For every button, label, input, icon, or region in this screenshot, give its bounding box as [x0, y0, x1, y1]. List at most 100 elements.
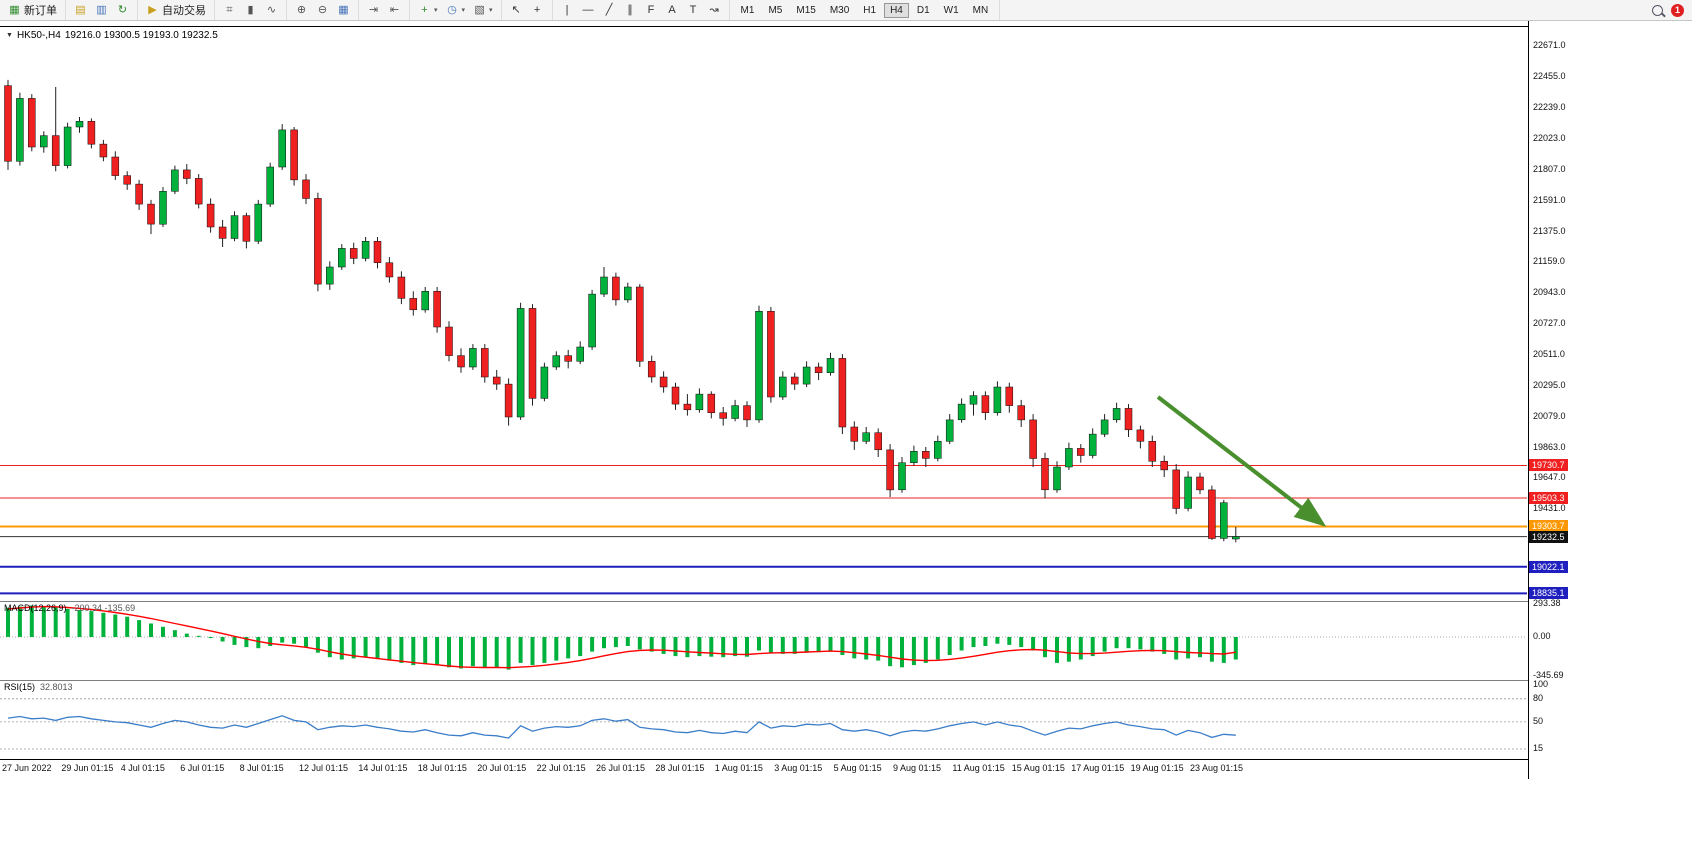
notification-badge[interactable]: 1 [1671, 3, 1684, 17]
line-chart-button[interactable]: ∿ [262, 2, 281, 19]
rsi-axis-tick: 100 [1533, 679, 1549, 689]
search-icon[interactable] [1652, 4, 1663, 16]
arrows-button[interactable]: ↝ [705, 2, 724, 19]
candle [719, 412, 727, 419]
vertical-line-button[interactable]: | [558, 2, 577, 19]
candle [361, 241, 370, 259]
auto-scroll-button[interactable]: ⇥ [364, 2, 383, 19]
date-axis[interactable]: 27 Jun 2022 29 Jun 01:15 4 Jul 01:15 6 Jul … [0, 759, 1528, 779]
macd-values: -200.34 -135.69 [71, 603, 136, 613]
candle [1065, 448, 1073, 468]
timeframe-h4-button[interactable]: H4 [884, 2, 909, 18]
candle [790, 376, 799, 385]
tile-windows-button[interactable]: ▦ [334, 2, 353, 19]
zoom-in-icon: ⊕ [296, 3, 307, 16]
timeframe-m15-button[interactable]: M15 [796, 4, 816, 16]
templates-button[interactable]: ▧ ▾ [470, 2, 496, 19]
channel-button[interactable]: ∥ [621, 2, 640, 19]
timeframe-m1-button[interactable]: M1 [740, 4, 755, 16]
candle [671, 386, 680, 405]
market-watch-icon[interactable]: ▤ [71, 2, 90, 19]
candle [934, 441, 942, 459]
label-button[interactable]: T [684, 2, 703, 19]
autotrading-button[interactable]: ▶ 自动交易 [143, 0, 209, 20]
trendline-button[interactable]: ╱ [600, 2, 619, 19]
candle [779, 376, 787, 398]
bar-chart-button[interactable]: ⌗ [220, 2, 239, 19]
candlestick-plot[interactable] [0, 27, 1527, 600]
fibonacci-button[interactable]: F [642, 2, 661, 19]
main-chart[interactable]: ▼ HK50-,H4 19216.0 19300.5 19193.0 19232… [0, 26, 1528, 601]
line-chart-icon: ∿ [266, 3, 277, 16]
candle [1017, 405, 1025, 421]
strategy-tester-icon[interactable]: ↻ [113, 2, 132, 19]
horizontal-line-button[interactable]: — [579, 2, 598, 19]
candle [647, 361, 656, 378]
chart-dropdown-icon[interactable]: ▼ [6, 32, 13, 39]
candle [492, 376, 501, 385]
periods-button[interactable]: ◷ ▾ [443, 2, 469, 19]
new-order-button[interactable]: ▦ 新订单 [5, 0, 60, 20]
candle [123, 175, 131, 185]
rsi-panel[interactable]: RSI(15) 32.8013 [0, 680, 1528, 759]
candle [194, 178, 203, 205]
timeframe-mn-button[interactable]: MN [972, 4, 989, 16]
toolbar: ▦ 新订单 ▤ ▥ ↻ ▶ 自动交易 ⌗ ▮ ∿ ⊕ ⊖ ▦ ⇥ ⇤ + ▾ ◷ ▾ ▧ ▾ ↖ + | — ╱ ∥ F A T ↝ M1 M… [0, 0, 1692, 21]
data-window-icon[interactable]: ▥ [92, 2, 111, 19]
macd-panel[interactable]: MACD(12,26,9) -200.34 -135.69 [0, 601, 1528, 680]
chart-symbol-period: HK50-,H4 [16, 30, 61, 41]
macd-axis-tick: 293.38 [1533, 598, 1561, 608]
candle [945, 419, 954, 442]
trend-arrow-annotation[interactable] [1156, 395, 1327, 527]
candle [40, 135, 48, 148]
tile-windows-icon: ▦ [338, 3, 349, 16]
new-order-icon: ▦ [9, 3, 20, 16]
rsi-plot[interactable] [0, 681, 1527, 759]
cursor-button[interactable]: ↖ [507, 2, 526, 19]
timeframe-m5-button[interactable]: M5 [768, 4, 783, 16]
candle [171, 169, 179, 192]
data-window-icon: ▥ [96, 3, 107, 16]
chevron-down-icon: ▾ [461, 7, 466, 14]
zoom-in-button[interactable]: ⊕ [292, 2, 311, 19]
zoom-out-button[interactable]: ⊖ [313, 2, 332, 19]
timeframe-d1-button[interactable]: D1 [916, 4, 930, 16]
price-axis[interactable]: 22671.0 22455.0 22239.0 22023.0 21807.0 21591… [1528, 21, 1692, 779]
timeframe-w1-button[interactable]: W1 [943, 4, 959, 16]
crosshair-button[interactable]: + [528, 2, 547, 19]
candle [826, 358, 835, 373]
text-button[interactable]: A [663, 2, 682, 19]
rsi-axis-tick: 50 [1533, 716, 1544, 726]
date-label: 5 Aug 01:15 [833, 763, 882, 773]
fibonacci-icon: F [647, 3, 655, 16]
chart-shift-button[interactable]: ⇤ [385, 2, 404, 19]
candle [349, 248, 358, 259]
candle [278, 129, 286, 168]
price-tick: 21159.0 [1533, 256, 1565, 266]
candle [910, 451, 918, 463]
timeframe-h1-button[interactable]: H1 [863, 4, 877, 16]
chart-title: ▼ HK50-,H4 19216.0 19300.5 19193.0 19232… [6, 30, 218, 41]
indicators-button[interactable]: + ▾ [415, 2, 441, 19]
candle [75, 121, 84, 128]
date-label: 6 Jul 01:15 [180, 763, 225, 773]
cursor-icon: ↖ [511, 3, 521, 16]
price-level-badge: 19303.7 [1529, 520, 1568, 532]
candlestick-chart-button[interactable]: ▮ [241, 2, 260, 19]
rsi-name: RSI(15) [4, 682, 36, 692]
chart-ohlc-values: 19216.0 19300.5 19193.0 19232.5 [64, 30, 218, 41]
candle [588, 293, 596, 348]
timeframe-m30-button[interactable]: M30 [829, 4, 850, 16]
macd-plot[interactable] [0, 602, 1527, 680]
date-label: 26 Jul 01:15 [596, 763, 646, 773]
rsi-axis-tick: 15 [1533, 743, 1544, 753]
price-tick: 22455.0 [1533, 71, 1566, 81]
candle [254, 203, 263, 242]
candle [290, 129, 298, 181]
candle [850, 426, 859, 442]
candle [802, 366, 811, 385]
candle [612, 276, 620, 301]
candle [266, 166, 274, 205]
candle [1088, 433, 1097, 456]
price-tick: 20943.0 [1533, 287, 1566, 297]
